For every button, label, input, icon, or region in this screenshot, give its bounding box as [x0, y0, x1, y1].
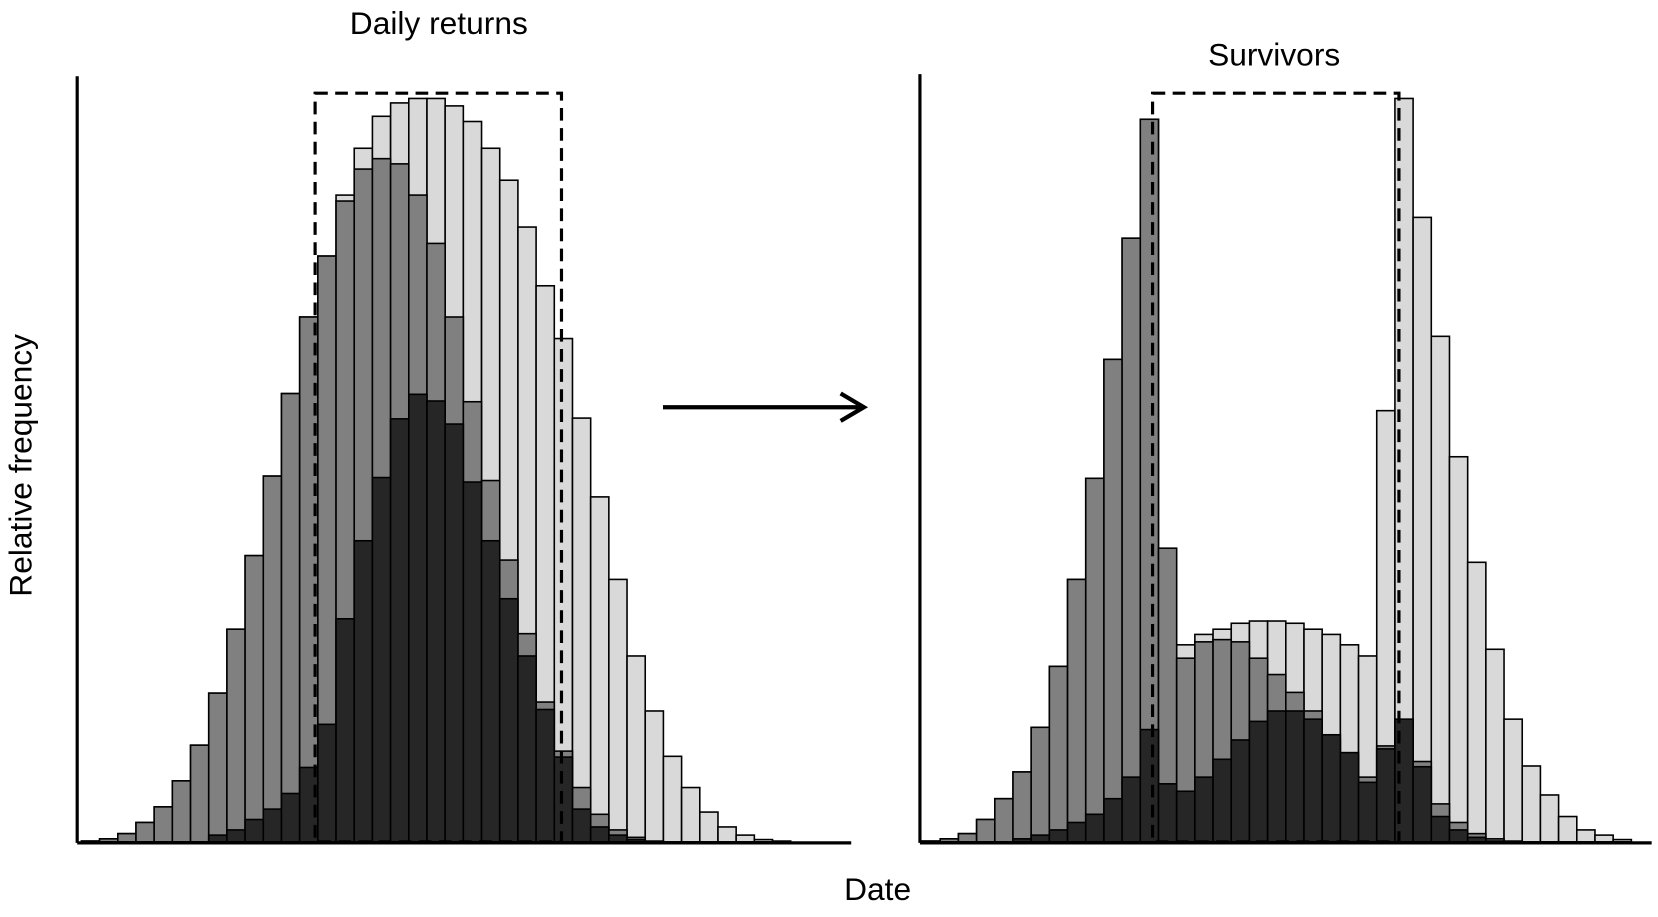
arrow-head — [839, 391, 869, 423]
bar — [1557, 815, 1578, 843]
bar — [589, 826, 610, 843]
bar — [480, 539, 501, 843]
bar — [1357, 781, 1378, 843]
bar — [1412, 216, 1433, 843]
bar — [1084, 813, 1105, 843]
bar — [1412, 765, 1433, 843]
bar — [226, 628, 246, 843]
bar — [1066, 578, 1087, 843]
bar — [1303, 718, 1323, 843]
bar — [1539, 794, 1560, 843]
bar — [589, 496, 610, 843]
bar — [1175, 790, 1196, 843]
bar — [1375, 748, 1396, 843]
bar — [117, 832, 137, 843]
bar — [535, 708, 556, 843]
bar — [994, 797, 1014, 843]
bar — [1266, 710, 1287, 843]
bar — [1157, 783, 1178, 843]
bar — [644, 710, 665, 843]
bar — [1048, 829, 1069, 843]
bar — [407, 393, 428, 843]
y-axis-label: Relative frequency — [3, 334, 39, 597]
bar — [571, 417, 592, 843]
bar — [1212, 758, 1233, 843]
bar — [1430, 815, 1451, 843]
bar — [1430, 335, 1451, 843]
bar — [1321, 733, 1342, 843]
bar — [1466, 836, 1487, 843]
bar — [135, 821, 155, 843]
bar — [317, 723, 337, 843]
overlay — [75, 74, 1652, 845]
x-axis-label: Date — [844, 871, 911, 907]
bar — [1084, 477, 1105, 843]
bar — [1139, 728, 1160, 843]
bar — [1066, 821, 1087, 843]
window-box — [313, 91, 564, 844]
bar — [371, 476, 392, 843]
bar — [1030, 726, 1051, 843]
bar — [171, 780, 192, 843]
bar — [975, 818, 996, 843]
bar — [189, 744, 210, 843]
bar — [1012, 771, 1032, 843]
bar — [1121, 237, 1142, 843]
bar — [462, 481, 483, 843]
bar — [244, 818, 265, 843]
bar — [608, 834, 628, 843]
bar — [1339, 751, 1360, 843]
bar — [1485, 648, 1505, 843]
bar — [626, 655, 647, 843]
bar — [1521, 765, 1542, 843]
bar — [207, 692, 228, 843]
bar — [957, 832, 978, 843]
bar — [389, 418, 410, 843]
chart-title: Daily returns — [350, 5, 528, 41]
bar — [444, 423, 465, 843]
bar — [353, 539, 374, 843]
bar — [1121, 776, 1142, 843]
bar — [571, 808, 592, 843]
bar — [280, 392, 301, 843]
bar — [680, 786, 701, 843]
bar — [262, 475, 283, 843]
bar — [1285, 710, 1305, 843]
bar — [1503, 718, 1524, 843]
bar — [698, 811, 719, 843]
bar — [207, 834, 228, 843]
bar — [1448, 455, 1469, 843]
bar — [426, 400, 446, 843]
bar — [1466, 561, 1487, 843]
bar — [153, 806, 174, 843]
bar — [298, 316, 319, 843]
bar — [1230, 739, 1251, 843]
bar — [735, 834, 756, 843]
window-box — [1150, 91, 1401, 844]
bar — [280, 792, 301, 843]
bar — [662, 755, 683, 843]
bar — [335, 618, 356, 843]
bar — [717, 826, 737, 843]
bar — [1594, 834, 1614, 843]
bar — [1194, 776, 1214, 843]
bar — [608, 578, 628, 843]
bar — [244, 554, 265, 843]
bar — [1103, 797, 1123, 843]
chart-title: Survivors — [1208, 37, 1340, 73]
bar — [517, 655, 537, 843]
bar — [262, 808, 283, 843]
bar — [498, 597, 519, 843]
bar — [1248, 720, 1269, 843]
bar — [1575, 829, 1596, 843]
bar — [1030, 834, 1051, 843]
bar — [1048, 665, 1069, 843]
bar — [1448, 829, 1469, 843]
bar — [1103, 358, 1123, 843]
bar — [553, 756, 574, 843]
bar — [226, 829, 246, 843]
